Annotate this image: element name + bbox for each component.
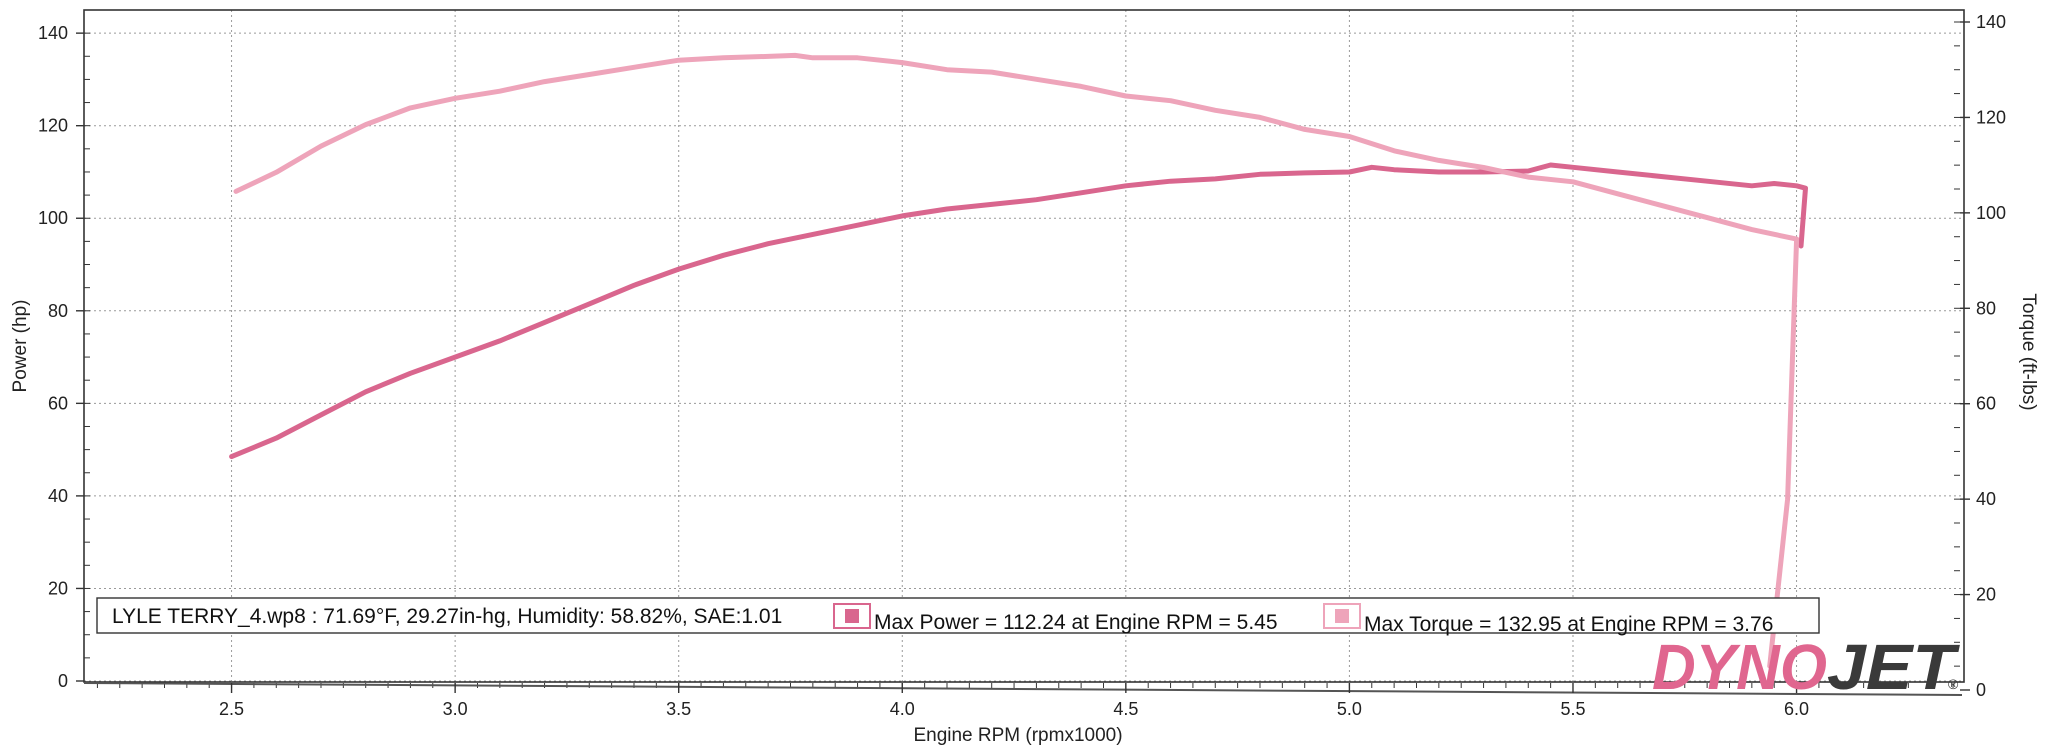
legend-max-power: Max Power = 112.24 at Engine RPM = 5.45	[874, 611, 1278, 634]
y-axis-title: Power (hp)	[10, 300, 31, 393]
legend-run-info: LYLE TERRY_4.wp8 : 71.69°F, 29.27in-hg, …	[112, 605, 782, 628]
x-tick-label: 2.5	[219, 699, 244, 719]
y-tick-label: 0	[58, 671, 68, 691]
x-tick-label: 6.0	[1784, 699, 1809, 719]
x-tick-label: 3.5	[666, 699, 691, 719]
y2-tick-label: 80	[1976, 298, 1996, 318]
y-tick-label: 140	[38, 23, 68, 43]
bottom-axis-shadow	[83, 682, 1963, 696]
power-curve	[229, 162, 1808, 460]
x-tick-label: 4.5	[1113, 699, 1138, 719]
logo-dyno: DYNO	[1652, 631, 1827, 703]
y2-tick-label: 20	[1976, 585, 1996, 605]
y2-tick-label: 40	[1976, 489, 1996, 509]
y2-tick-label: 100	[1976, 203, 2006, 223]
y-tick-label: 80	[48, 301, 68, 321]
y2-axis-title: Torque (ft-lbs)	[2018, 293, 2039, 410]
x-ticks: 2.5 3.0 3.5 4.0 4.5 5.0 5.5 6.0	[219, 683, 1809, 719]
y-left-ticks: 0 20 40 60 80 100 120 140	[38, 23, 84, 691]
y-tick-label: 20	[48, 578, 68, 598]
logo-registered-mark: ®	[1948, 676, 1959, 692]
x-tick-label: 5.5	[1560, 699, 1585, 719]
x-tick-label: 3.0	[443, 699, 468, 719]
y2-tick-label: 120	[1976, 107, 2006, 127]
plot-area	[84, 10, 1964, 682]
legend-max-torque: Max Torque = 132.95 at Engine RPM = 3.76	[1364, 613, 1773, 636]
x-tick-label: 4.0	[890, 699, 915, 719]
grid	[84, 10, 1962, 682]
y-tick-label: 100	[38, 208, 68, 228]
x-tick-label: 5.0	[1337, 699, 1362, 719]
y-tick-label: 120	[38, 116, 68, 136]
y2-tick-label: 0	[1976, 680, 1986, 700]
logo-jet: JET	[1827, 631, 1960, 703]
x-axis-title: Engine RPM (rpmx1000)	[913, 725, 1122, 746]
dynojet-logo: DYNO JET ®	[1652, 631, 1960, 703]
legend: LYLE TERRY_4.wp8 : 71.69°F, 29.27in-hg, …	[96, 597, 1820, 636]
legend-torque-swatch-fill	[1335, 609, 1349, 623]
y-tick-label: 40	[48, 486, 68, 506]
y2-tick-label: 140	[1976, 12, 2006, 32]
y-right-ticks: 0 20 40 60 80 100 120 140	[1960, 12, 2006, 700]
legend-power-swatch-fill	[845, 609, 859, 623]
torque-curve	[233, 52, 1800, 669]
legend-box	[96, 597, 1820, 634]
y2-tick-label: 60	[1976, 394, 1996, 414]
series	[229, 52, 1808, 669]
y-tick-label: 60	[48, 393, 68, 413]
plot-frame	[83, 9, 1965, 683]
